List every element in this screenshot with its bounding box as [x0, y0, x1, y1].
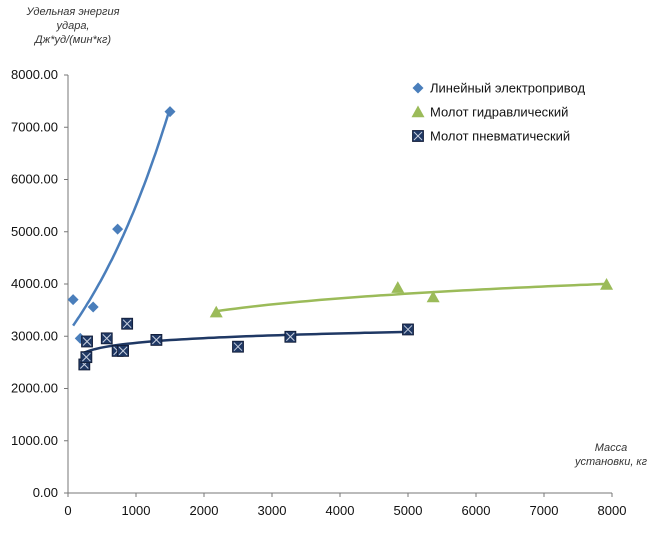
marker-cross: [82, 352, 91, 362]
marker-cross: [403, 325, 413, 334]
data-point-series-2: [391, 281, 405, 293]
data-point-series-1: [67, 294, 79, 306]
data-point-series-2: [600, 278, 614, 290]
trendline-series-3: [83, 330, 409, 354]
marker-cross: [233, 342, 243, 352]
x-tick-label: 5000: [394, 503, 423, 518]
x-tick-label: 3000: [258, 503, 287, 518]
y-tick-label: 7000.00: [11, 119, 58, 134]
x-axis-title-line: установки, кг: [574, 456, 648, 468]
data-point-series-3: [81, 335, 93, 348]
data-point-series-3: [100, 332, 113, 345]
x-tick-label: 2000: [190, 503, 219, 518]
data-point-series-1: [112, 223, 124, 235]
y-axis-title-line: удара,: [56, 20, 90, 32]
data-point-series-2: [426, 290, 440, 303]
marker-cross: [152, 335, 161, 345]
y-axis-title-line: Дж*уд/(мин*кг): [34, 34, 112, 46]
y-axis-title-line: Удельная энергия: [26, 6, 120, 18]
data-point-series-3: [80, 351, 93, 364]
legend-marker-2: [411, 105, 425, 118]
legend: Линейный электропривод Молот гидравлическ…: [411, 81, 586, 144]
x-tick-label: 7000: [530, 503, 559, 518]
trendline-series-2: [216, 282, 607, 313]
x-tick-label: 8000: [598, 503, 627, 518]
data-point-series-3: [121, 317, 134, 330]
data-point-series-3: [284, 330, 297, 343]
legend-marker-3: [412, 130, 424, 142]
legend-marker-1: [412, 82, 424, 94]
marker-cross: [118, 346, 128, 356]
y-tick-label: 3000.00: [11, 328, 58, 343]
marker-cross: [102, 333, 112, 343]
marks-layer: [67, 106, 614, 371]
legend-label-1: Линейный электропривод: [430, 81, 586, 96]
data-point-series-2: [209, 305, 223, 318]
x-tick-label: 0: [64, 503, 71, 518]
data-point-series-3: [232, 340, 244, 353]
y-tick-label: 8000.00: [11, 67, 58, 82]
legend-label-2: Молот гидравлический: [430, 105, 568, 120]
marker-cross: [286, 332, 295, 342]
marker-cross: [82, 337, 92, 346]
legend-label-3: Молот пневматический: [430, 129, 570, 144]
x-tick-label: 1000: [122, 503, 151, 518]
data-point-series-1: [87, 301, 99, 313]
y-tick-label: 5000.00: [11, 224, 58, 239]
x-axis-title: Масса установки, кг: [560, 441, 662, 469]
x-tick-label: 4000: [326, 503, 355, 518]
marker-cross: [413, 131, 423, 141]
x-tick-label: 6000: [462, 503, 491, 518]
data-point-series-1: [164, 106, 176, 118]
y-axis-title: Удельная энергия удара, Дж*уд/(мин*кг): [8, 5, 138, 47]
data-point-series-3: [402, 323, 414, 336]
y-tick-label: 4000.00: [11, 276, 58, 291]
y-tick-label: 1000.00: [11, 433, 58, 448]
trendline-series-1: [72, 107, 172, 327]
data-point-series-3: [117, 344, 129, 357]
axes-layer: 0.00 1000.00 2000.00 3000.00 4000.00 5000.00 6…: [11, 67, 626, 518]
x-axis-title-line: Масса: [594, 442, 628, 454]
data-point-series-3: [150, 334, 163, 346]
y-tick-label: 2000.00: [11, 381, 58, 396]
marker-cross: [122, 319, 132, 329]
y-tick-label: 6000.00: [11, 172, 58, 187]
trendline-layer: [72, 107, 607, 354]
y-tick-label: 0.00: [33, 485, 58, 500]
